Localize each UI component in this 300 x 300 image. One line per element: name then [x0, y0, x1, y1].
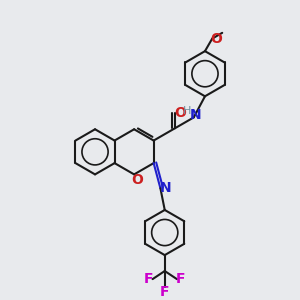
Text: N: N — [189, 108, 201, 122]
Text: O: O — [132, 172, 143, 187]
Text: F: F — [160, 285, 169, 299]
Text: O: O — [174, 106, 186, 120]
Text: N: N — [160, 181, 171, 195]
Text: F: F — [144, 272, 153, 286]
Text: F: F — [176, 272, 186, 286]
Text: O: O — [211, 32, 223, 46]
Text: H: H — [183, 106, 192, 116]
